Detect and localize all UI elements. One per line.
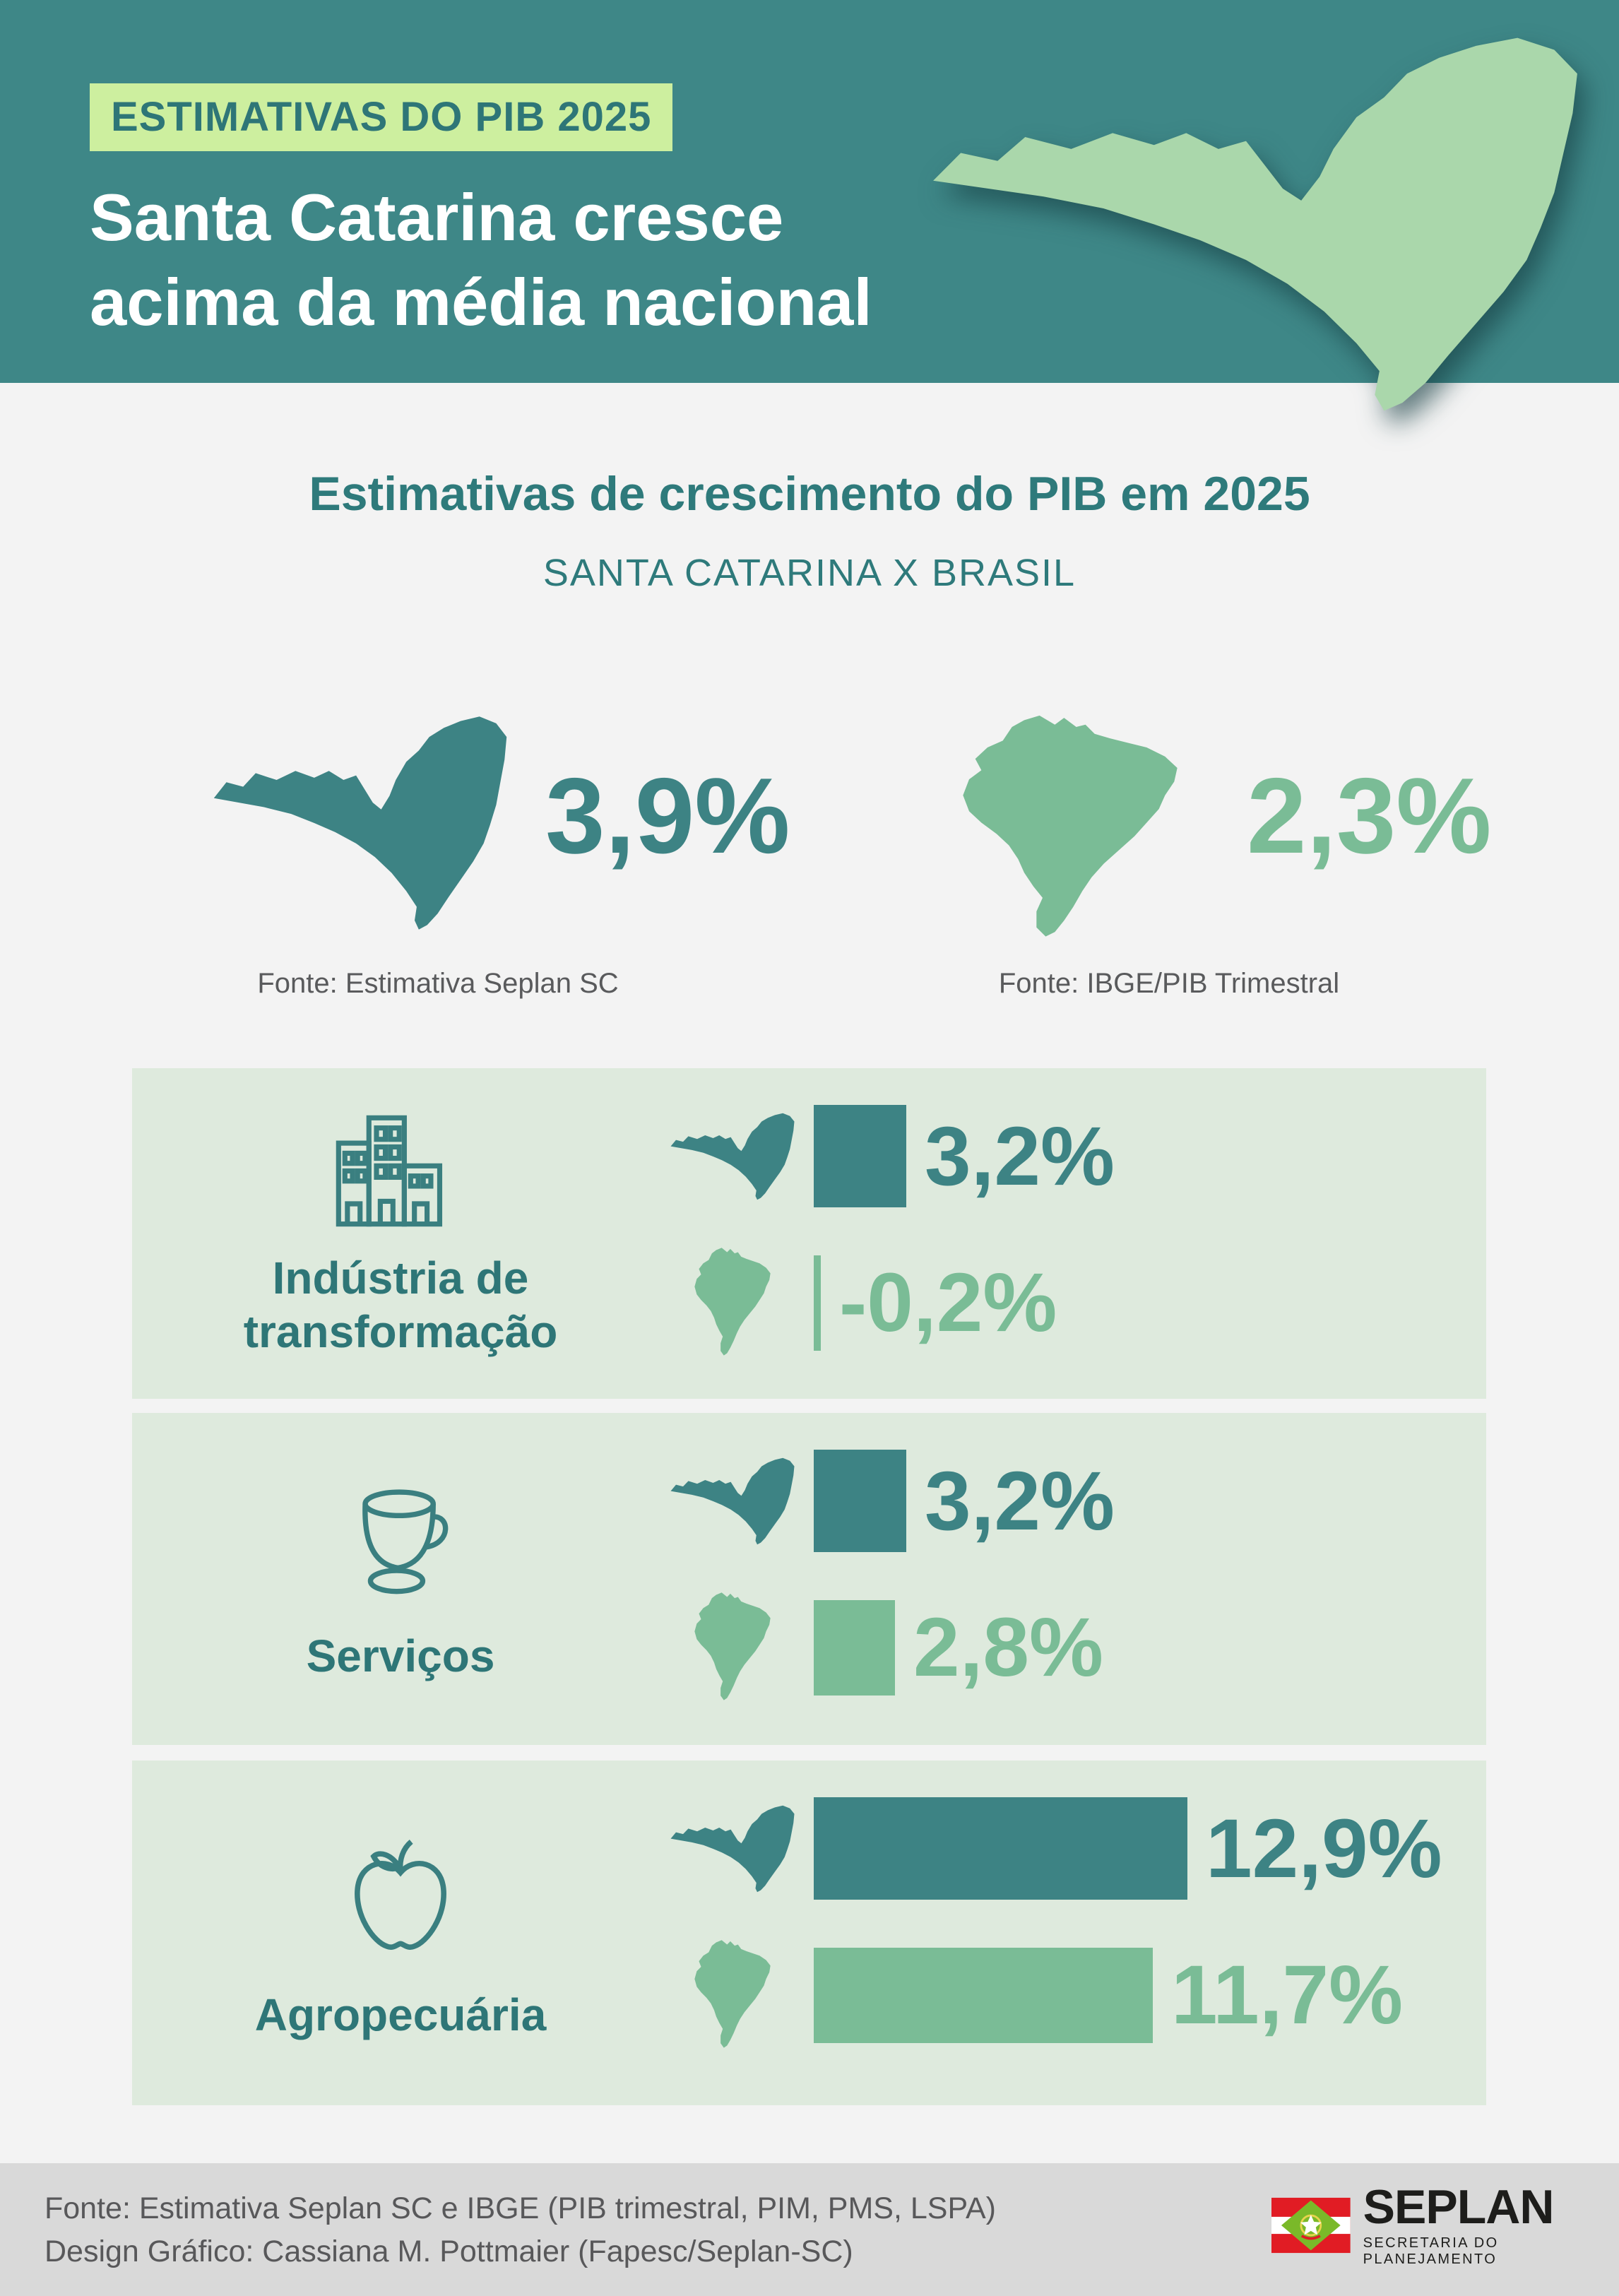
sc-data-row: 3,2% xyxy=(662,1450,1115,1552)
br-gdp-value: 2,3% xyxy=(1247,756,1492,876)
sc-source-caption: Fonte: Estimativa Seplan SC xyxy=(257,968,619,999)
brazil-map-icon xyxy=(694,1592,771,1700)
sector-panel-agropecuaria: Agropecuária 12,9% 11,7% xyxy=(132,1761,1486,2105)
footer-credits: Fonte: Estimativa Seplan SC e IBGE (PIB … xyxy=(45,2187,996,2273)
br-bar-industria xyxy=(814,1255,821,1351)
seplan-logo: SEPLAN SECRETARIA DO PLANEJAMENTO xyxy=(1271,2183,1619,2268)
sc-bar-agropecuaria xyxy=(814,1797,1187,1900)
sc-pct-industria: 3,2% xyxy=(925,1109,1115,1203)
sc-bar-servicos xyxy=(814,1450,906,1552)
br-pct-industria: -0,2% xyxy=(839,1256,1057,1349)
coffee-cup-icon xyxy=(362,1489,449,1594)
factory-buildings-icon xyxy=(336,1116,443,1227)
sector-panel-industria: Indústria de transformação 3,2% -0,2% xyxy=(132,1068,1486,1399)
santa-catarina-map-icon xyxy=(670,1113,795,1200)
santa-catarina-map-icon xyxy=(670,1457,795,1544)
br-data-row: 2,8% xyxy=(662,1588,1103,1707)
santa-catarina-map-icon xyxy=(213,716,507,930)
logo-name: SEPLAN xyxy=(1363,2180,1555,2234)
br-pct-agropecuaria: 11,7% xyxy=(1171,1948,1404,2042)
sector-label-servicos: Serviços xyxy=(306,1630,495,1681)
sc-pct-agropecuaria: 12,9% xyxy=(1206,1801,1442,1895)
page-title: Santa Catarina cresce acima da média nac… xyxy=(90,175,872,345)
brazil-map-icon xyxy=(694,1248,771,1356)
sc-gdp-value: 3,9% xyxy=(545,756,790,876)
br-data-row: -0,2% xyxy=(662,1243,1057,1362)
santa-catarina-map-icon xyxy=(933,37,1577,411)
sc-bar-industria xyxy=(814,1105,906,1207)
sector-panel-servicos: Serviços 3,2% 2,8% xyxy=(132,1413,1486,1745)
footer-source-line: Fonte: Estimativa Seplan SC e IBGE (PIB … xyxy=(45,2191,996,2225)
section-subtitle: SANTA CATARINA X BRASIL xyxy=(542,552,1077,594)
br-data-row: 11,7% xyxy=(662,1936,1403,2054)
footer-bar: Fonte: Estimativa Seplan SC e IBGE (PIB … xyxy=(0,2163,1619,2296)
page-title-line2: acima da média nacional xyxy=(90,265,872,340)
sc-data-row: 3,2% xyxy=(662,1105,1115,1207)
br-source-caption: Fonte: IBGE/PIB Trimestral xyxy=(998,968,1340,999)
footer-design-line: Design Gráfico: Cassiana M. Pottmaier (F… xyxy=(45,2235,853,2269)
apple-icon xyxy=(355,1840,446,1951)
sc-data-row: 12,9% xyxy=(662,1797,1442,1900)
sc-pct-servicos: 3,2% xyxy=(925,1454,1115,1548)
santa-catarina-map-icon xyxy=(670,1805,795,1892)
page-title-line1: Santa Catarina cresce xyxy=(90,180,784,254)
brazil-map-icon xyxy=(694,1940,771,2048)
santa-catarina-flag-icon xyxy=(1271,2197,1351,2254)
br-bar-servicos xyxy=(814,1599,895,1696)
br-bar-agropecuaria xyxy=(814,1947,1153,2043)
br-pct-servicos: 2,8% xyxy=(913,1601,1103,1694)
brazil-map-icon xyxy=(963,715,1178,937)
header-badge: ESTIMATIVAS DO PIB 2025 xyxy=(90,83,673,151)
sector-label-industria: Indústria de transformação xyxy=(243,1253,558,1357)
section-title: Estimativas de crescimento do PIB em 202… xyxy=(309,467,1310,521)
sector-label-agropecuaria: Agropecuária xyxy=(254,1989,547,2041)
logo-subtitle: SECRETARIA DO PLANEJAMENTO xyxy=(1363,2235,1499,2267)
